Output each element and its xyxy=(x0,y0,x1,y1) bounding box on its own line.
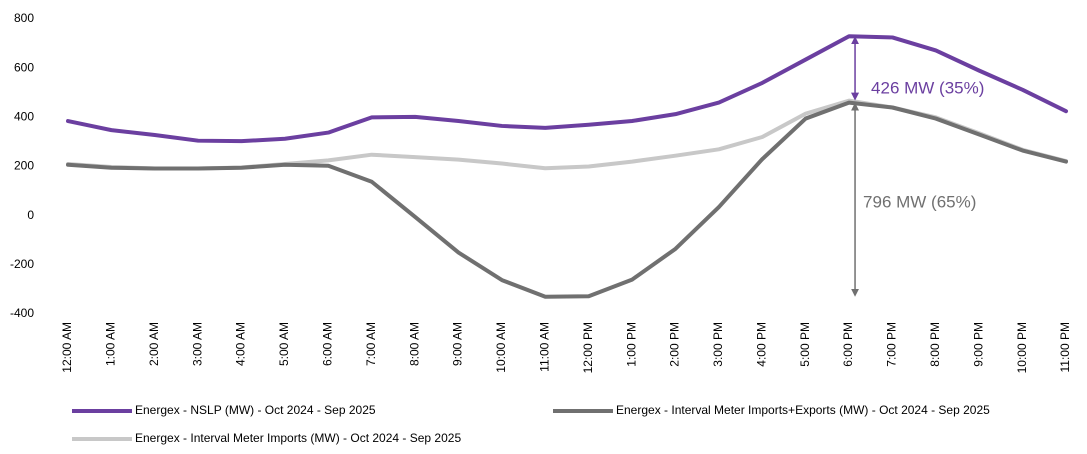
x-tick-label: 7:00 AM xyxy=(364,322,378,366)
y-tick-label: 200 xyxy=(14,159,34,173)
x-tick-label: 3:00 PM xyxy=(711,322,725,367)
x-tick-label: 12:00 PM xyxy=(581,322,595,373)
x-tick-label: 9:00 PM xyxy=(971,322,985,367)
x-tick-label: 10:00 AM xyxy=(494,322,508,373)
x-tick-label: 12:00 AM xyxy=(60,322,74,373)
x-tick-label: 8:00 PM xyxy=(928,322,942,367)
annotation: 426 MW (35%) xyxy=(871,78,984,97)
x-tick-label: 6:00 AM xyxy=(321,322,335,366)
annotation: 796 MW (65%) xyxy=(863,192,976,211)
x-tick-label: 6:00 PM xyxy=(841,322,855,367)
x-tick-label: 3:00 AM xyxy=(190,322,204,366)
y-tick-label: 400 xyxy=(14,110,34,124)
x-tick-label: 4:00 AM xyxy=(234,322,248,366)
x-tick-label: 5:00 PM xyxy=(798,322,812,367)
x-tick-label: 1:00 PM xyxy=(624,322,638,367)
x-tick-label: 11:00 PM xyxy=(1058,322,1072,372)
x-tick-label: 11:00 AM xyxy=(537,322,551,372)
x-tick-label: 4:00 PM xyxy=(754,322,768,367)
x-tick-label: 8:00 AM xyxy=(407,322,421,366)
x-tick-label: 2:00 AM xyxy=(147,322,161,366)
series-line xyxy=(66,98,1068,171)
x-tick-label: 2:00 PM xyxy=(668,322,682,367)
x-tick-label: 1:00 AM xyxy=(104,322,118,366)
y-tick-label: 600 xyxy=(14,60,34,74)
x-tick-label: 7:00 PM xyxy=(885,322,899,367)
y-tick-label: 0 xyxy=(27,208,34,222)
series-line xyxy=(66,100,1068,299)
series-line xyxy=(66,34,1068,144)
legend-label: Energex - Interval Meter Imports+Exports… xyxy=(616,403,990,417)
x-tick-label: 10:00 PM xyxy=(1015,322,1029,373)
legend-label: Energex - NSLP (MW) - Oct 2024 - Sep 202… xyxy=(135,403,376,417)
y-tick-label: 800 xyxy=(14,11,34,25)
x-tick-label: 9:00 AM xyxy=(451,322,465,366)
legend-label: Energex - Interval Meter Imports (MW) - … xyxy=(135,431,461,445)
y-tick-label: -200 xyxy=(10,257,34,271)
x-tick-label: 5:00 AM xyxy=(277,322,291,366)
y-tick-label: -400 xyxy=(10,306,34,320)
